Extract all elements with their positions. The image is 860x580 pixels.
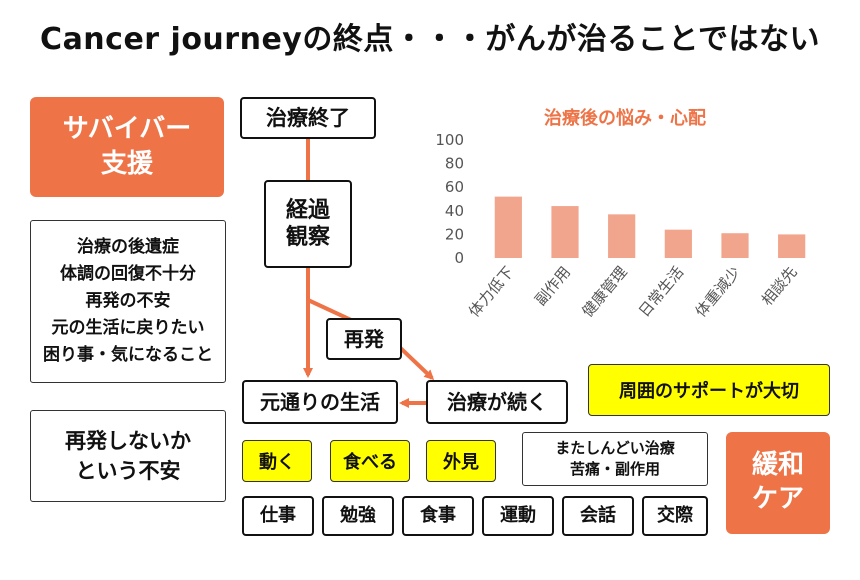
chart-bar [721, 233, 749, 258]
chart-bar [778, 234, 806, 258]
life-item-label: 食事 [420, 504, 456, 526]
item-eat-label: 食べる [343, 452, 397, 473]
treatment-end-label: 治療終了 [266, 105, 350, 130]
observation-line-1: 経過 [285, 197, 330, 223]
worry-item: 治療の後遺症 [77, 236, 179, 257]
life-item-work: 仕事 [242, 496, 314, 536]
x-tick-label: 体重減少 [692, 263, 744, 321]
y-tick-label: 20 [445, 225, 464, 243]
y-tick-label: 0 [454, 249, 464, 267]
x-tick-label: 日常生活 [635, 263, 687, 321]
life-item-relationships: 交際 [642, 496, 708, 536]
x-tick-label: 健康管理 [578, 263, 630, 321]
chart-bar [664, 229, 692, 258]
y-tick-label: 80 [445, 155, 464, 173]
hard-treatment-line-1: またしんどい治療 [555, 439, 675, 457]
chart-bar [608, 214, 636, 258]
page-title: Cancer journeyの終点・・・がんが治ることではない [40, 22, 820, 57]
chart-title: 治療後の悩み・心配 [544, 107, 706, 129]
palliative-care-line-2: ケア [751, 484, 804, 514]
y-tick-label: 60 [445, 178, 464, 196]
observation-box: 経過 観察 [264, 180, 352, 268]
item-appearance: 外見 [426, 440, 496, 482]
recurrence-anxiety-box: 再発しないか という不安 [30, 410, 226, 502]
support-banner: 周囲のサポートが大切 [588, 364, 830, 416]
worry-item: 体調の回復不十分 [60, 263, 196, 284]
worries-list-box: 治療の後遺症 体調の回復不十分 再発の不安 元の生活に戻りたい 困り事・気になる… [30, 220, 226, 383]
palliative-care-box: 緩和 ケア [726, 432, 830, 534]
recurrence-box: 再発 [326, 318, 402, 360]
observation-line-2: 観察 [285, 225, 330, 250]
hard-treatment-box: またしんどい治療 苦痛・副作用 [522, 432, 708, 486]
y-tick-label: 100 [435, 131, 464, 149]
x-tick-label: 相談先 [758, 263, 801, 309]
treatment-continues-label: 治療が続く [447, 389, 547, 414]
x-tick-label: 副作用 [531, 263, 574, 309]
item-move-label: 動く [259, 452, 295, 473]
back-to-life-box: 元通りの生活 [242, 380, 398, 424]
worries-bar-chart: 治療後の悩み・心配 0 20 40 60 80 100 体力低下 副作用 健康管理 日常生活 体重… [435, 107, 806, 321]
survivor-support-line-2: 支援 [100, 149, 153, 179]
life-item-label: 運動 [500, 504, 536, 526]
worry-item: 再発の不安 [85, 290, 171, 311]
life-item-study: 勉強 [322, 496, 394, 536]
survivor-support-line-1: サバイバー [62, 113, 192, 144]
x-tick-label: 体力低下 [465, 263, 517, 321]
recurrence-label: 再発 [344, 326, 384, 351]
item-eat: 食べる [330, 440, 410, 482]
life-item-conversation: 会話 [562, 496, 634, 536]
chart-bar [494, 196, 522, 258]
hard-treatment-line-2: 苦痛・副作用 [569, 460, 660, 478]
worry-item: 困り事・気になること [43, 345, 213, 366]
palliative-care-line-1: 緩和 [751, 450, 804, 481]
recurrence-anxiety-line-2: という不安 [75, 459, 181, 483]
item-appearance-label: 外見 [443, 452, 479, 473]
life-item-meals: 食事 [402, 496, 474, 536]
life-item-label: 勉強 [340, 504, 376, 526]
worry-item: 元の生活に戻りたい [51, 318, 205, 339]
life-item-label: 交際 [657, 504, 693, 526]
item-move: 動く [242, 440, 312, 482]
treatment-end-box: 治療終了 [240, 97, 376, 139]
life-item-exercise: 運動 [482, 496, 554, 536]
chart-bar [551, 206, 579, 258]
treatment-continues-box: 治療が続く [426, 380, 568, 424]
support-banner-label: 周囲のサポートが大切 [619, 381, 799, 402]
y-tick-label: 40 [445, 202, 464, 220]
life-item-label: 会話 [580, 504, 616, 526]
life-item-label: 仕事 [260, 504, 296, 526]
recurrence-anxiety-line-1: 再発しないか [65, 428, 191, 453]
back-to-life-label: 元通りの生活 [260, 389, 380, 414]
survivor-support-box: サバイバー 支援 [30, 97, 224, 197]
